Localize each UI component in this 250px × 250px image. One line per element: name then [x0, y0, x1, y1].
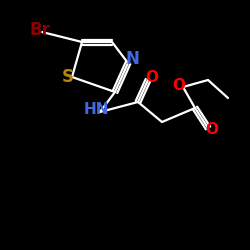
Text: HN: HN — [83, 102, 109, 118]
Text: O: O — [146, 70, 158, 86]
Text: N: N — [125, 50, 139, 68]
Text: O: O — [172, 78, 186, 92]
Text: S: S — [62, 68, 74, 86]
Text: Br: Br — [30, 21, 50, 39]
Text: O: O — [206, 122, 218, 138]
